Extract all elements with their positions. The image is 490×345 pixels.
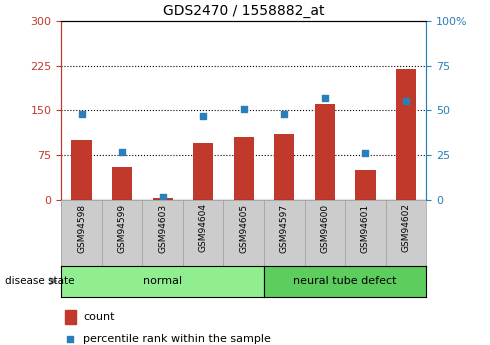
Bar (355, 170, 376, 200)
Bar (112, 167, 132, 200)
Bar (65, 310, 76, 324)
Text: GSM94605: GSM94605 (239, 203, 248, 253)
Point (280, 111, 288, 117)
Bar (396, 69, 416, 200)
Bar (234, 137, 254, 200)
Text: GSM94603: GSM94603 (158, 203, 167, 253)
Point (77, 111, 85, 117)
Text: neural tube defect: neural tube defect (294, 276, 397, 286)
Text: count: count (83, 312, 115, 322)
Bar (72, 140, 92, 200)
Text: disease state: disease state (5, 276, 74, 286)
Bar (193, 143, 213, 200)
Text: normal: normal (143, 276, 182, 286)
Point (118, 149, 126, 155)
Point (240, 106, 247, 111)
Text: GSM94604: GSM94604 (199, 203, 208, 253)
Text: GSM94598: GSM94598 (77, 203, 86, 253)
Bar (274, 134, 294, 200)
Title: GDS2470 / 1558882_at: GDS2470 / 1558882_at (163, 4, 324, 18)
Bar (315, 105, 335, 200)
Point (362, 151, 369, 156)
Point (323, 234, 331, 239)
Bar (152, 198, 173, 200)
Point (199, 113, 207, 119)
Point (321, 95, 329, 101)
Text: percentile rank within the sample: percentile rank within the sample (83, 334, 271, 344)
Text: GSM94600: GSM94600 (320, 203, 329, 253)
Text: GSM94601: GSM94601 (361, 203, 370, 253)
Text: GSM94597: GSM94597 (280, 203, 289, 253)
Point (402, 99, 410, 104)
Text: GSM94599: GSM94599 (118, 203, 126, 253)
Text: GSM94602: GSM94602 (401, 203, 411, 253)
Point (159, 194, 167, 199)
